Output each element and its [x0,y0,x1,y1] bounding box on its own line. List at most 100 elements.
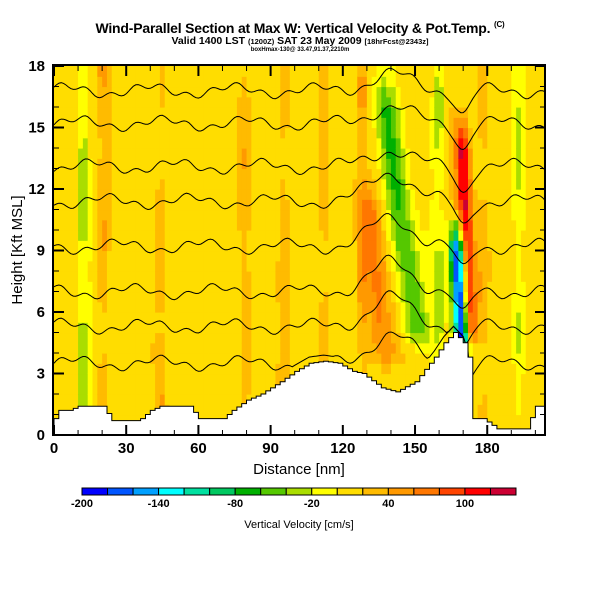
field-cell [424,332,431,344]
field-cell [376,332,382,344]
field-cell [227,178,233,190]
field-cell [140,66,147,77]
field-cell [405,158,411,170]
field-cell [506,86,512,98]
field-cell [443,86,450,98]
field-cell [169,178,175,190]
field-cell [145,373,151,385]
field-cell [280,312,286,323]
field-cell [381,373,387,385]
field-cell [357,96,363,108]
field-cell [111,86,118,98]
field-cell [415,219,421,231]
field-cell [54,168,60,180]
field-cell [236,250,243,262]
field-cell [87,281,94,293]
field-cell [208,148,214,159]
field-cell [477,117,484,129]
field-cell [371,271,378,282]
field-cell [126,363,132,375]
field-cell [169,127,175,139]
field-cell [58,66,65,77]
field-cell [318,117,325,129]
field-cell [525,96,532,108]
field-cell [236,219,243,231]
field-cell [338,291,344,303]
field-cell [63,230,70,241]
field-cell [381,127,387,139]
field-cell [530,230,536,241]
field-cell [443,301,450,313]
field-cell [270,322,277,334]
field-cell [328,189,334,200]
field-cell [54,271,60,282]
field-cell [429,322,435,334]
field-cell [472,178,479,190]
field-cell [477,137,484,149]
field-cell [309,301,315,313]
colorbar: -200 -140 -80 -20 40 100 [71,487,517,510]
field-cell [410,76,416,88]
field-cell [150,404,156,416]
chart-title: Wind-Parallel Section at Max W: Vertical… [0,20,600,36]
field-cell [150,178,156,190]
field-cell [102,209,108,221]
field-cell [458,189,464,200]
field-cell [313,148,320,159]
field-cell [338,66,344,77]
field-cell [106,209,113,221]
field-cell [328,291,334,303]
field-cell [333,178,339,190]
field-cell [463,332,469,344]
field-cell [309,96,315,108]
field-cell [232,291,238,303]
field-cell [270,230,277,241]
field-cell [338,260,344,272]
field-cell [511,271,517,282]
field-cell [347,199,354,211]
field-cell [496,66,503,77]
field-cell [256,250,262,262]
field-cell [439,230,445,241]
field-cell [135,342,142,354]
field-cell [87,178,94,190]
field-cell [323,342,329,354]
field-cell [506,281,512,293]
field-cell [496,76,503,88]
field-cell [352,127,358,139]
field-cell [506,189,512,200]
field-cell [265,148,272,159]
field-cell [530,76,536,88]
field-cell [135,271,142,282]
field-cell [458,96,464,108]
field-cell [58,209,65,221]
field-cell [477,373,484,385]
field-cell [212,322,219,334]
field-cell [280,271,286,282]
field-cell [453,219,459,231]
field-cell [410,240,416,252]
field-cell [299,281,305,293]
field-cell [477,404,484,416]
field-cell [169,342,175,354]
field-cell [183,312,190,323]
field-cell [381,271,387,282]
field-cell [73,281,79,293]
field-cell [400,137,406,149]
field-cell [323,301,329,313]
field-cell [410,250,416,262]
field-cell [400,189,406,200]
field-cell [106,250,113,262]
field-cell [150,127,156,139]
field-cell [496,332,503,344]
field-cell [140,189,147,200]
field-cell [131,353,137,364]
field-cell [260,117,267,129]
field-cell [410,107,416,118]
field-cell [482,168,488,180]
field-cell [328,209,334,221]
field-cell [150,137,156,149]
field-cell [405,363,411,375]
field-cell [535,107,541,118]
field-cell [222,137,228,149]
